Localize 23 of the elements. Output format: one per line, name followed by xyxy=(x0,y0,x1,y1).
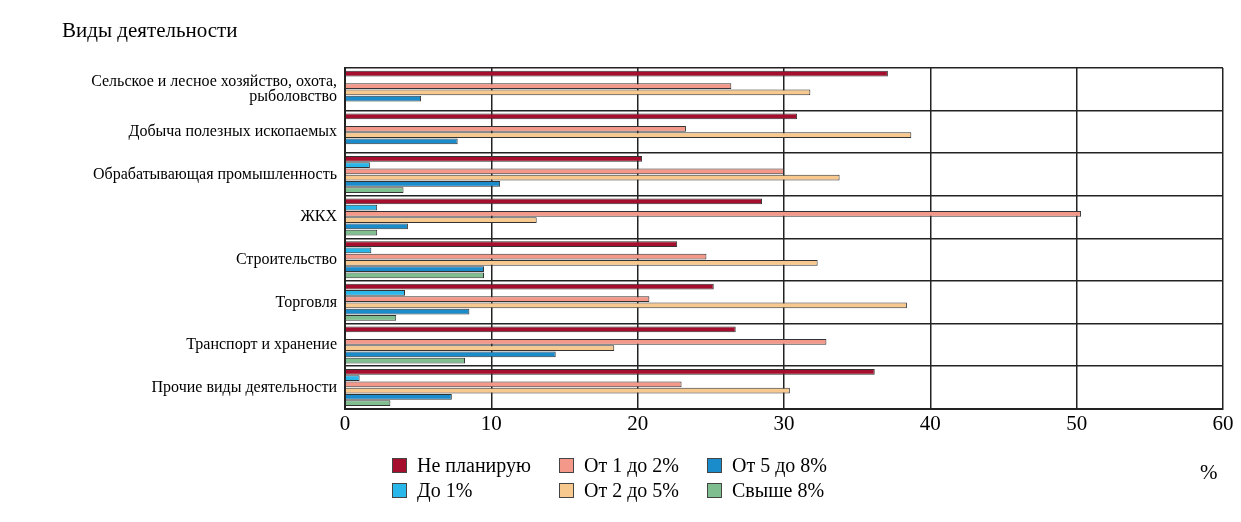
x-tick-label: 30 xyxy=(773,410,795,435)
x-tick-label: 50 xyxy=(1066,410,1088,435)
legend-label: До 1% xyxy=(417,479,473,502)
x-tick-label: 60 xyxy=(1212,410,1234,435)
x-tick-label: 10 xyxy=(480,410,502,435)
legend-label: Не планирую xyxy=(417,454,531,477)
legend-label: От 2 до 5% xyxy=(583,479,679,502)
y-tick-label: Обрабатывающая промышленность xyxy=(93,164,337,183)
legend-label: От 1 до 2% xyxy=(583,454,679,477)
y-tick-label: ЖКХ xyxy=(300,207,338,225)
legend-label: От 5 до 8% xyxy=(732,454,828,477)
y-tick-label: Строительство xyxy=(235,249,337,268)
x-tick-label: 20 xyxy=(627,410,649,435)
legend-label: Свыше 8% xyxy=(732,479,825,502)
x-tick-label: 40 xyxy=(919,410,941,435)
x-tick-label: 0 xyxy=(339,410,351,435)
y-tick-label: Добыча полезных ископаемых xyxy=(128,122,337,141)
y-tick-label: Транспорт и хранение xyxy=(186,335,337,354)
y-tick-label: Прочие виды деятельности xyxy=(151,377,338,396)
y-tick-label: Сельское и лесное хозяйство, охота, рыболовство xyxy=(91,71,337,106)
x-axis-title: % xyxy=(1200,460,1218,485)
y-axis-title: Виды деятельности xyxy=(62,18,238,43)
y-tick-label: Торговля xyxy=(275,292,338,311)
